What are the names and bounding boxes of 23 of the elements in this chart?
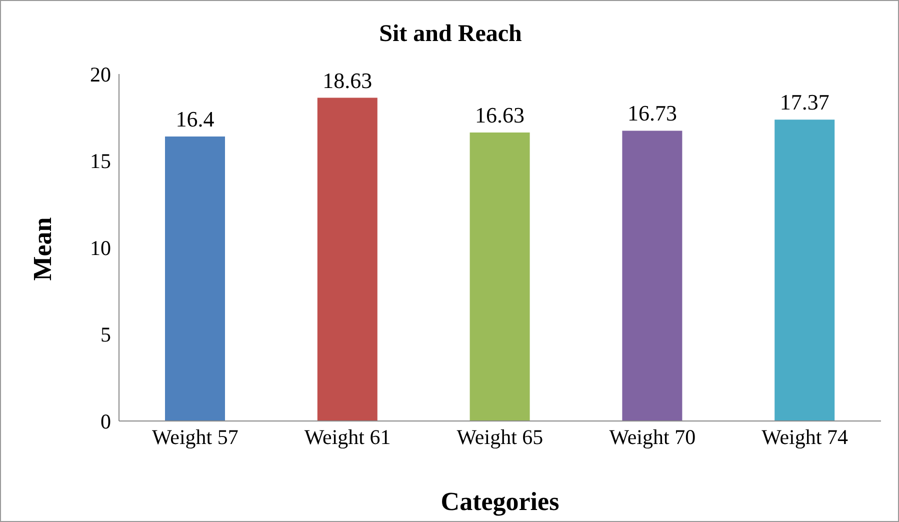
bar [317,98,378,421]
chart-title: Sit and Reach [378,21,523,48]
y-axis-title: Mean [28,217,58,281]
data-label: 16.73 [627,100,677,126]
x-tick-label: Weight 65 [456,424,544,449]
bar [165,136,225,421]
x-tick-label: Weight 57 [152,424,238,449]
y-tick-label: 5 [100,322,111,347]
x-axis-title: Categories [440,487,560,517]
bar [622,130,682,421]
data-label: 16.4 [176,106,214,132]
bar [774,120,835,421]
data-label: 16.63 [475,102,525,128]
y-tick-label: 0 [100,409,111,434]
data-label: 18.63 [322,68,372,93]
y-tick-label: 10 [90,236,111,260]
y-tick-label: 20 [90,62,111,86]
x-tick-label: Weight 70 [609,424,696,449]
bar [470,132,530,421]
data-label: 17.37 [780,90,830,115]
x-tick-label: Weight 74 [762,424,848,449]
y-tick-label: 15 [90,149,111,174]
x-tick-label: Weight 61 [304,424,391,449]
